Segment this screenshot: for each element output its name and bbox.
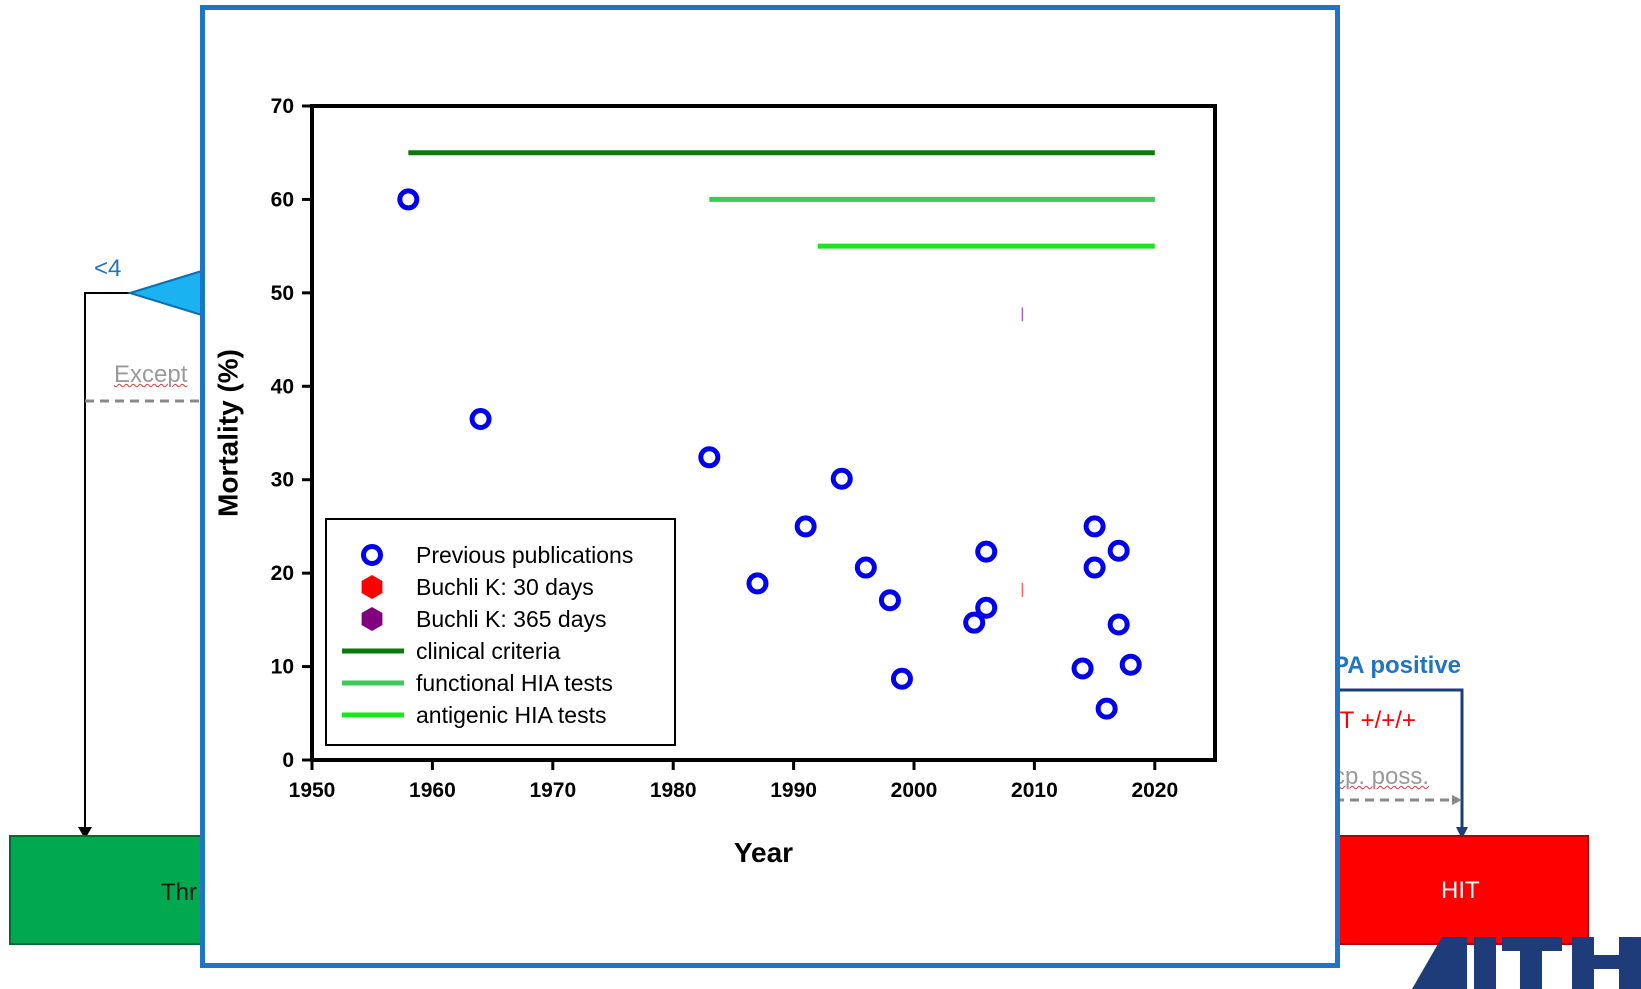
plot-border [310, 104, 1217, 762]
legend-layer: Previous publications Buchli K: 30 days Bu… [325, 518, 676, 746]
legend-label: functional HIA tests [416, 670, 613, 696]
right-flow-connector [1335, 688, 1464, 830]
threshold-label: <4 [94, 255, 122, 282]
publication-point [1071, 657, 1094, 680]
x-tick-label: 1970 [529, 779, 576, 802]
legend-label: Buchli K: 30 days [416, 574, 594, 600]
legend-hexagon-swatch [361, 607, 383, 631]
x-tick-label: 1990 [770, 779, 817, 802]
hit-triple-positive-label: IT +/+/+ [1333, 707, 1416, 734]
y-tick-label: 20 [271, 562, 294, 585]
y-tick-label: 30 [271, 469, 294, 492]
publication-point [975, 540, 998, 563]
publication-point [975, 596, 998, 619]
publication-point [794, 515, 817, 538]
chart-frame: 1950 1960 1970 1980 1990 2000 2010 2020 0 10 20 30 4… [200, 5, 1340, 968]
y-tick-label: 40 [271, 375, 294, 398]
legend-label: clinical criteria [416, 638, 561, 664]
publication-point [1107, 539, 1130, 562]
y-tick-label: 70 [271, 95, 294, 118]
data-points-layer [397, 188, 1142, 720]
publication-point [830, 467, 853, 490]
exception-label: Except [114, 361, 188, 388]
publication-point [1095, 697, 1118, 720]
mortality-scatter-chart: 1950 1960 1970 1980 1990 2000 2010 2020 0 10 20 30 4… [212, 95, 1217, 868]
legend-hexagon-swatch [361, 575, 383, 599]
exception-possible-label: cp. poss. [1333, 763, 1430, 790]
right-dashed-arrowhead [1452, 795, 1462, 805]
legend-label: Buchli K: 365 days [416, 606, 607, 632]
y-tick-label: 10 [271, 656, 294, 679]
y-axis-title: Mortality (%) [212, 349, 243, 517]
legend-label: antigenic HIA tests [416, 702, 607, 728]
x-axis-title: Year [734, 837, 793, 868]
publication-point [1107, 613, 1130, 636]
axes-layer: 1950 1960 1970 1980 1990 2000 2010 2020 0 10 20 30 4… [271, 95, 1217, 802]
publication-point [698, 446, 721, 469]
y-tick-label: 60 [271, 188, 294, 211]
hit-outcome-box: HIT [1329, 835, 1589, 945]
pa-positive-label: PA positive [1333, 652, 1462, 679]
publication-point [1119, 653, 1142, 676]
green-outcome-box: Thr [9, 835, 209, 945]
publication-point [397, 188, 420, 211]
publication-point [854, 556, 877, 579]
x-tick-label: 2020 [1131, 779, 1178, 802]
y-tick-label: 0 [282, 749, 294, 772]
green-box-label: Thr [161, 879, 197, 906]
y-tick-label: 50 [271, 282, 294, 305]
publication-point [469, 407, 492, 430]
legend-box [325, 518, 676, 746]
publication-point [890, 667, 913, 690]
legend-circle-swatch [361, 544, 383, 566]
x-tick-label: 1950 [289, 779, 336, 802]
right-flow-arrowhead [1456, 827, 1468, 839]
legend-label: Previous publications [416, 542, 633, 568]
publication-point [963, 611, 986, 634]
x-tick-label: 2010 [1011, 779, 1058, 802]
blue-triangle-pointer [126, 268, 206, 318]
x-tick-label: 1960 [409, 779, 456, 802]
x-tick-label: 2000 [891, 779, 938, 802]
hit-box-label: HIT [1441, 877, 1480, 904]
criteria-lines-layer [408, 150, 1155, 249]
x-tick-label: 1980 [650, 779, 697, 802]
publication-point [878, 589, 901, 612]
left-flow-arrowhead [78, 827, 92, 839]
publication-point [746, 572, 769, 595]
institution-logo-icon [1412, 937, 1641, 989]
publication-point [1083, 556, 1106, 579]
publication-point [1083, 515, 1106, 538]
